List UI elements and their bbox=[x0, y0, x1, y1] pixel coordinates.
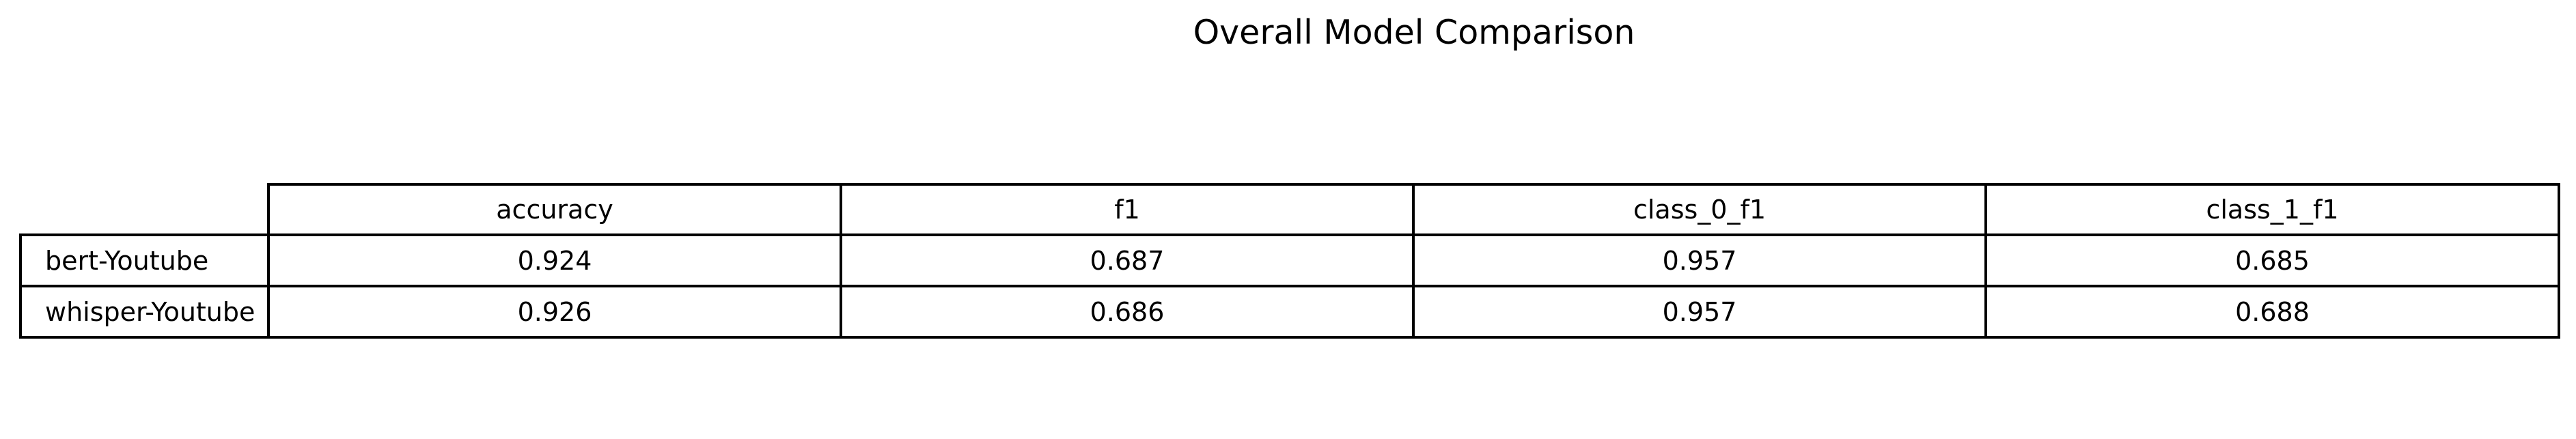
column-header-class-0-f1: class_0_f1 bbox=[1412, 183, 1987, 236]
column-header-label: accuracy bbox=[496, 195, 613, 225]
cell-value: 0.685 bbox=[2235, 245, 2310, 276]
chart-title: Overall Model Comparison bbox=[1193, 13, 1635, 52]
table-cell: 0.926 bbox=[267, 285, 842, 339]
table-cell: 0.686 bbox=[840, 285, 1415, 339]
row-label-whisper-youtube: whisper-Youtube bbox=[19, 285, 270, 339]
row-label-bert-youtube: bert-Youtube bbox=[19, 233, 270, 287]
column-header-accuracy: accuracy bbox=[267, 183, 842, 236]
table-cell: 0.957 bbox=[1412, 285, 1987, 339]
cell-value: 0.957 bbox=[1662, 296, 1737, 327]
column-header-label: class_1_f1 bbox=[2206, 195, 2339, 225]
column-header-label: class_0_f1 bbox=[1633, 195, 1767, 225]
row-label-text: bert-Youtube bbox=[45, 245, 209, 276]
column-header-label: f1 bbox=[1114, 195, 1140, 225]
table-cell: 0.687 bbox=[840, 233, 1415, 287]
table-cell: 0.688 bbox=[1984, 285, 2560, 339]
table-cell: 0.957 bbox=[1412, 233, 1987, 287]
cell-value: 0.924 bbox=[517, 245, 592, 276]
cell-value: 0.926 bbox=[517, 296, 592, 327]
column-header-class-1-f1: class_1_f1 bbox=[1984, 183, 2560, 236]
cell-value: 0.687 bbox=[1090, 245, 1165, 276]
table-cell: 0.685 bbox=[1984, 233, 2560, 287]
row-label-text: whisper-Youtube bbox=[45, 296, 255, 327]
column-header-f1: f1 bbox=[840, 183, 1415, 236]
cell-value: 0.686 bbox=[1090, 296, 1165, 327]
table-cell: 0.924 bbox=[267, 233, 842, 287]
cell-value: 0.957 bbox=[1662, 245, 1737, 276]
cell-value: 0.688 bbox=[2235, 296, 2310, 327]
